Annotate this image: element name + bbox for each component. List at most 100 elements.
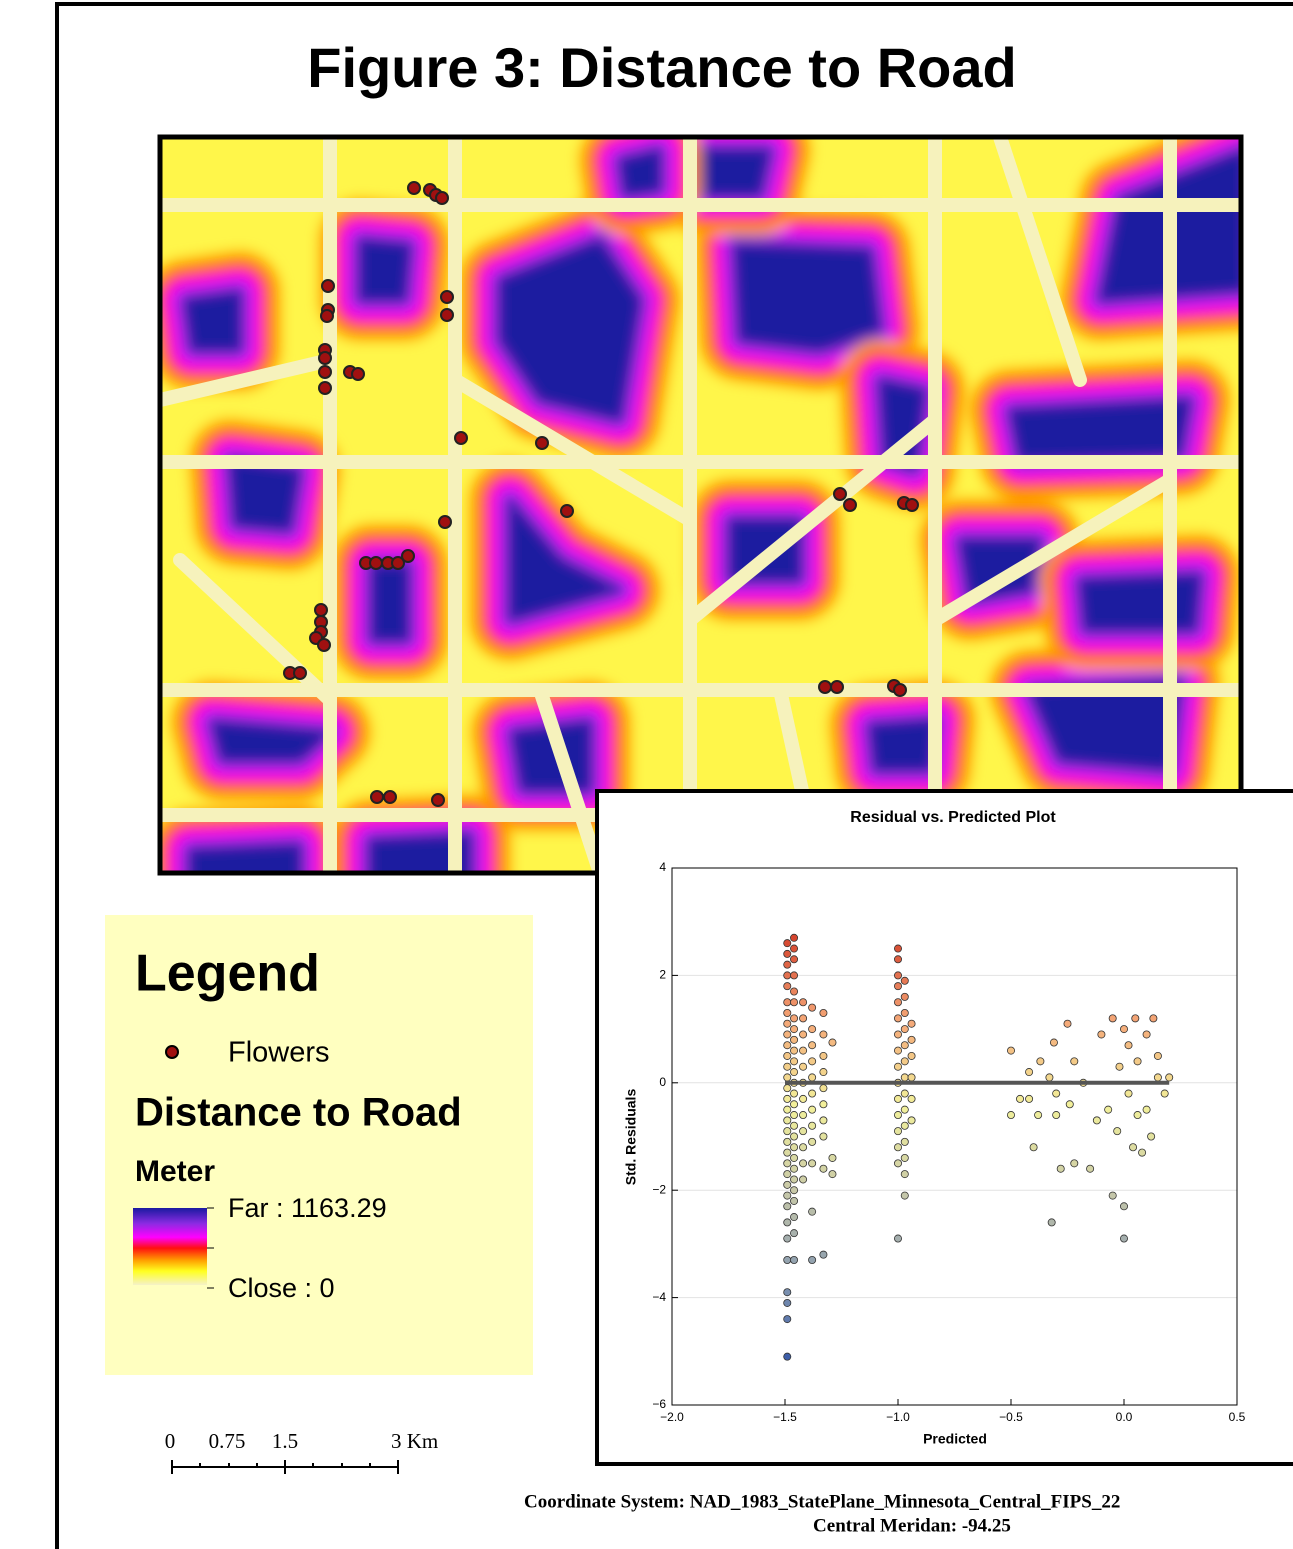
- scatter-point: [829, 1170, 836, 1177]
- scatter-point: [790, 1144, 797, 1151]
- scatter-point: [1114, 1128, 1121, 1135]
- scatter-point: [1125, 1090, 1132, 1097]
- raster: [160, 137, 1245, 900]
- scatter-point: [1150, 1015, 1157, 1022]
- scatter-point: [784, 1042, 791, 1049]
- plot-frame: [597, 791, 1293, 1464]
- scatter-point: [809, 1256, 816, 1263]
- scatter-point: [901, 977, 908, 984]
- scale-label: 0.75: [209, 1429, 246, 1453]
- scatter-point: [784, 1009, 791, 1016]
- scatter-point: [790, 1015, 797, 1022]
- scatter-point: [1016, 1095, 1023, 1102]
- scatter-point: [1132, 1015, 1139, 1022]
- scatter-point: [784, 999, 791, 1006]
- scatter-point: [1071, 1058, 1078, 1065]
- scatter-point: [1134, 1058, 1141, 1065]
- scatter-point: [820, 1133, 827, 1140]
- scatter-point: [1154, 1052, 1161, 1059]
- scatter-point: [820, 1085, 827, 1092]
- scatter-point: [1053, 1111, 1060, 1118]
- scatter-point: [1093, 1117, 1100, 1124]
- scatter-point: [1116, 1063, 1123, 1070]
- scatter-point: [784, 1052, 791, 1059]
- distance-zone: [1080, 575, 1200, 630]
- scatter-point: [901, 1106, 908, 1113]
- scatter-point: [784, 1203, 791, 1210]
- x-tick-label: −1.5: [773, 1410, 797, 1424]
- scatter-point: [784, 1170, 791, 1177]
- scatter-point: [784, 1219, 791, 1226]
- y-tick-label: 0: [659, 1075, 666, 1089]
- x-tick-label: −1.0: [886, 1410, 910, 1424]
- flower-point: [834, 488, 846, 500]
- ramp-low: Close : 0: [228, 1273, 335, 1303]
- scatter-point: [894, 1063, 901, 1070]
- scatter-point: [894, 972, 901, 979]
- scatter-point: [784, 940, 791, 947]
- legend-item: Flowers: [228, 1037, 330, 1069]
- flower-point: [319, 382, 331, 394]
- flower-point: [441, 291, 453, 303]
- scatter-point: [1066, 1101, 1073, 1108]
- distance-zone: [185, 292, 240, 350]
- y-axis-label: Std. Residuals: [623, 1089, 639, 1186]
- scatter-point: [820, 1165, 827, 1172]
- footer-line: Coordinate System: NAD_1983_StatePlane_M…: [524, 1491, 1120, 1512]
- scatter-point: [790, 1111, 797, 1118]
- scatter-point: [790, 1068, 797, 1075]
- scatter-point: [790, 1058, 797, 1065]
- scatter-point: [784, 1235, 791, 1242]
- scatter-point: [1087, 1165, 1094, 1172]
- scatter-point: [901, 1138, 908, 1145]
- x-tick-label: 0.0: [1116, 1410, 1133, 1424]
- map-layout: Figure 3: Distance to Road Legend Flower…: [0, 0, 1293, 1549]
- scatter-point: [1105, 1106, 1112, 1113]
- scatter-point: [790, 1133, 797, 1140]
- scatter-point: [799, 1015, 806, 1022]
- scatter-point: [809, 1058, 816, 1065]
- distance-zone: [700, 150, 770, 195]
- scatter-point: [809, 1026, 816, 1033]
- scatter-point: [1120, 1203, 1127, 1210]
- scatter-point: [1007, 1047, 1014, 1054]
- scatter-point: [790, 1036, 797, 1043]
- legend-unit: Meter: [135, 1155, 215, 1188]
- scatter-point: [1053, 1090, 1060, 1097]
- scatter-point: [799, 1160, 806, 1167]
- scatter-point: [1071, 1160, 1078, 1167]
- scatter-point: [790, 945, 797, 952]
- scatter-point: [894, 1144, 901, 1151]
- scatter-point: [1143, 1031, 1150, 1038]
- flower-point: [384, 791, 396, 803]
- flower-point: [455, 432, 467, 444]
- scatter-point: [894, 956, 901, 963]
- scatter-point: [1129, 1144, 1136, 1151]
- scatter-point: [901, 1042, 908, 1049]
- scatter-point: [784, 1063, 791, 1070]
- scatter-point: [894, 1111, 901, 1118]
- scatter-point: [784, 1085, 791, 1092]
- scatter-point: [901, 1074, 908, 1081]
- scatter-point: [894, 945, 901, 952]
- scatter-point: [1064, 1020, 1071, 1027]
- scatter-point: [809, 1042, 816, 1049]
- scatter-point: [784, 1074, 791, 1081]
- scatter-point: [809, 1122, 816, 1129]
- scatter-point: [820, 1031, 827, 1038]
- scatter-point: [820, 1068, 827, 1075]
- scatter-point: [901, 1058, 908, 1065]
- footer-line: Central Meridan: -94.25: [813, 1515, 1011, 1536]
- scatter-point: [784, 961, 791, 968]
- scatter-point: [901, 993, 908, 1000]
- scatter-point: [1037, 1058, 1044, 1065]
- y-tick-label: 2: [659, 968, 666, 982]
- scatter-point: [901, 1154, 908, 1161]
- flower-point: [536, 437, 548, 449]
- scatter-point: [784, 1181, 791, 1188]
- scatter-point: [799, 1047, 806, 1054]
- flower-point: [321, 310, 333, 322]
- scatter-point: [908, 1052, 915, 1059]
- scatter-point: [901, 1192, 908, 1199]
- y-tick-label: 4: [659, 860, 666, 874]
